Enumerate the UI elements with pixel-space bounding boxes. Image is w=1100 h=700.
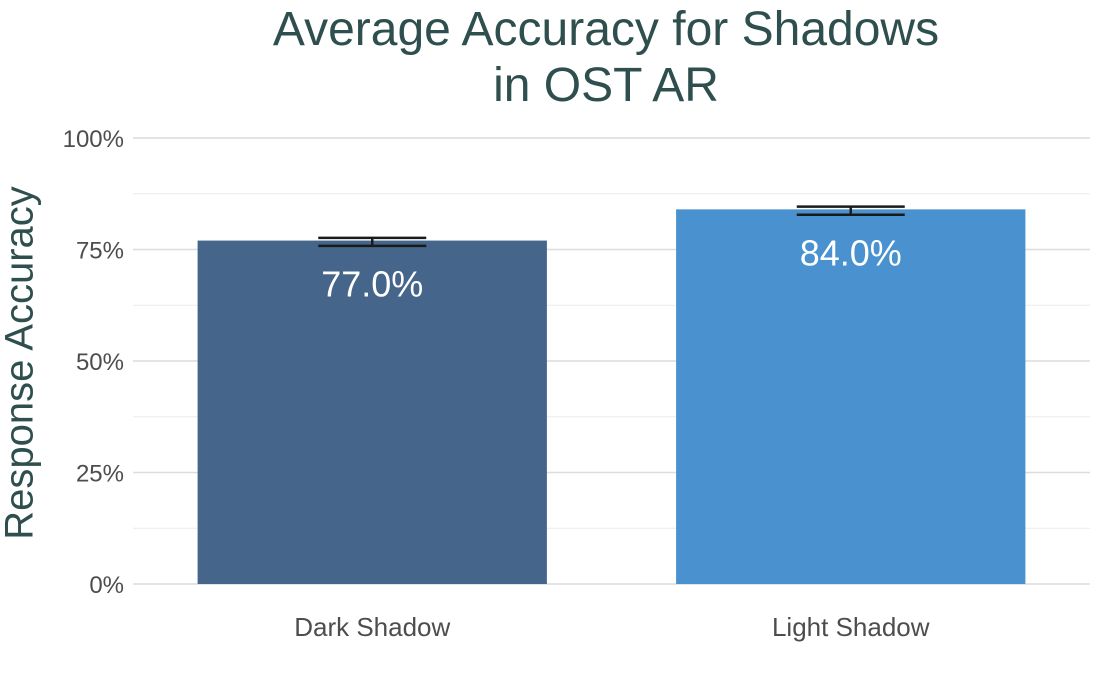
y-tick-label: 75% [76, 238, 124, 265]
y-tick-label: 25% [76, 461, 124, 488]
bars [197, 209, 1026, 585]
x-tick-label: Light Shadow [772, 612, 930, 642]
y-tick-label: 100% [63, 126, 124, 153]
error-bars [318, 205, 905, 248]
data-label: 84.0% [800, 232, 902, 273]
chart-title-line-1: Average Accuracy for Shadows [272, 3, 940, 56]
y-axis-ticks: 0% 25% 50% 75% 100% [63, 126, 124, 599]
bar-dark-shadow [197, 240, 547, 584]
x-tick-label: Dark Shadow [294, 612, 450, 642]
data-label: 77.0% [321, 264, 423, 305]
chart-title: Average Accuracy for Shadows in OST AR [0, 2, 1100, 114]
y-tick-label: 50% [76, 349, 124, 376]
chart-title-line-2: in OST AR [493, 59, 719, 112]
data-labels: 77.0% 84.0% [321, 232, 902, 304]
x-axis-ticks: Dark Shadow Light Shadow [294, 612, 930, 642]
y-tick-label: 0% [89, 572, 124, 599]
bar-light-shadow [676, 209, 1026, 585]
